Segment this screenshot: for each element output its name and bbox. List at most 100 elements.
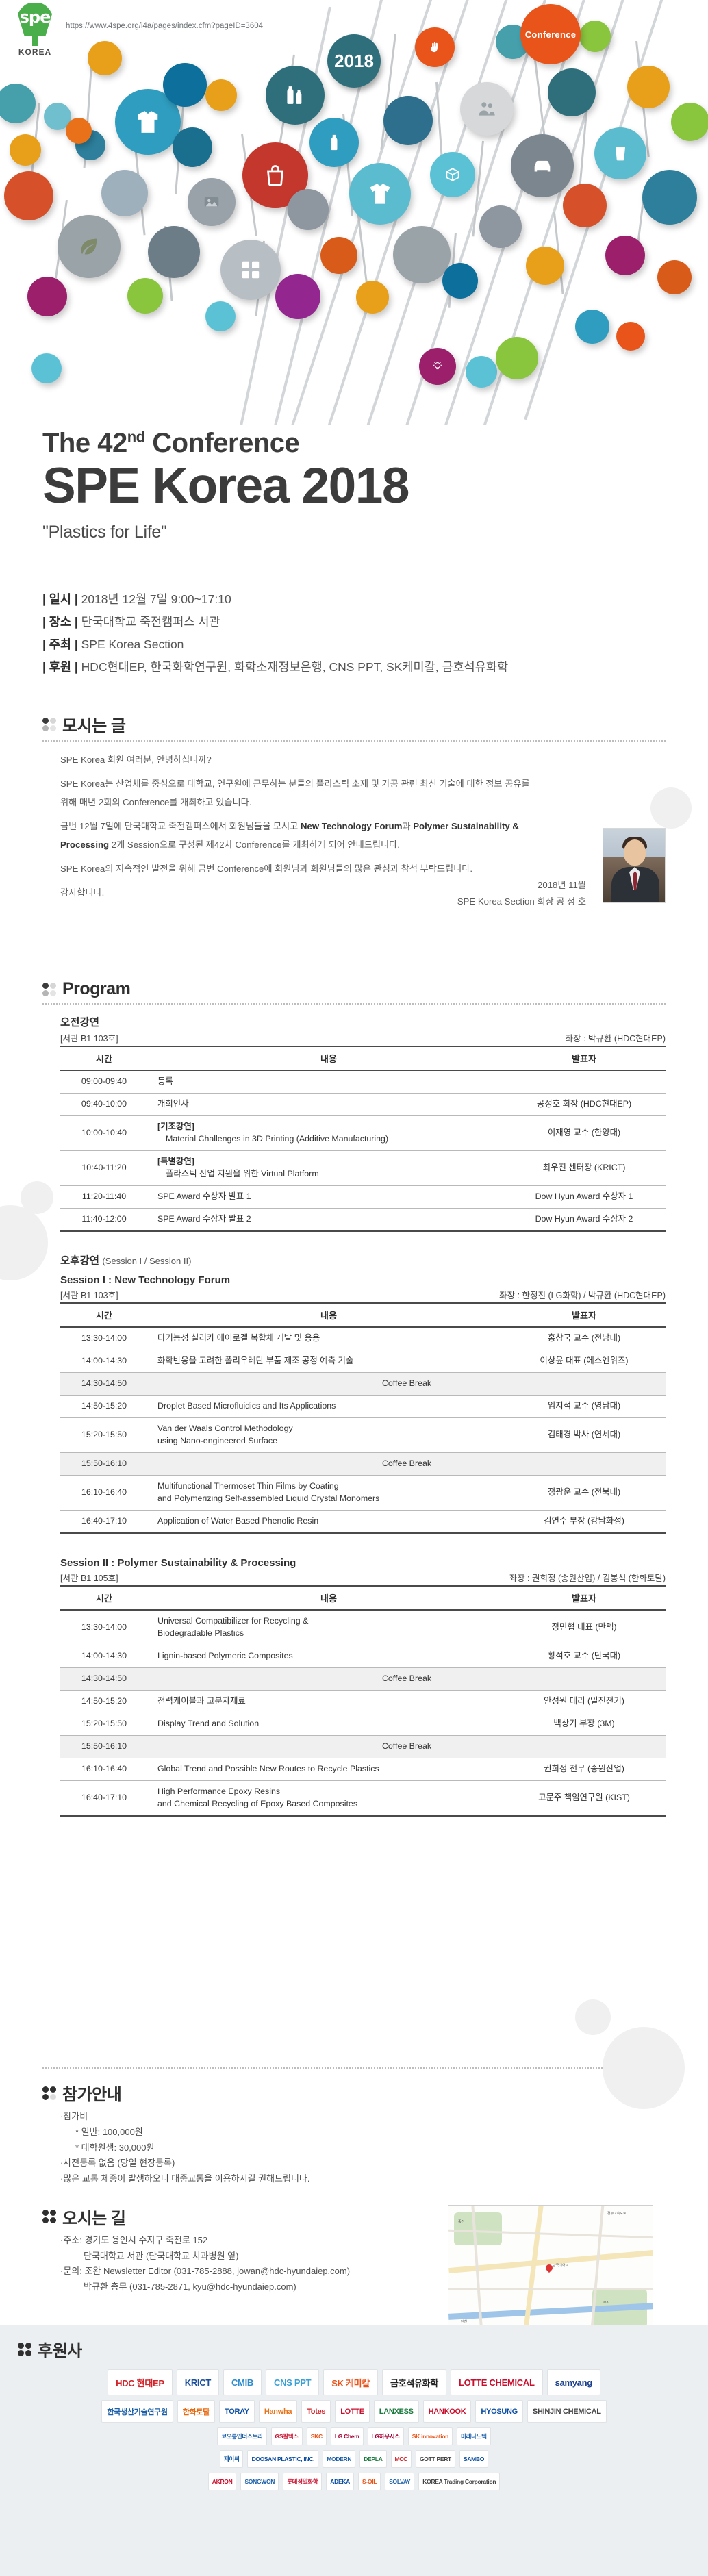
session-time: 16:10-16:40: [60, 1758, 148, 1781]
sponsor-logo[interactable]: Hanwha: [258, 2400, 298, 2423]
sponsor-logo[interactable]: AKRON: [207, 2473, 237, 2490]
sponsor-logo[interactable]: S-OIL: [358, 2473, 381, 2490]
decorative-blob: [575, 1999, 611, 2035]
greeting-p3c: 과: [402, 821, 414, 832]
session-time: 13:30-14:00: [60, 1609, 148, 1645]
session-title-text: Material Challenges in 3D Printing (Addi…: [166, 1133, 389, 1144]
directions-section: 단국대학교 죽전 수지 경부고속도로 탄천 오시는 길 ·주소: 경기도 용인시…: [42, 2204, 666, 2335]
sponsor-logo[interactable]: Totes: [301, 2400, 331, 2423]
sponsor-logo[interactable]: SHINJIN CHEMICAL: [527, 2400, 607, 2423]
sponsor-logo[interactable]: 금호석유화학: [382, 2369, 446, 2395]
sponsor-logo[interactable]: LANXESS: [373, 2400, 419, 2423]
four-dots-icon: [42, 2086, 56, 2100]
sponsor-logo[interactable]: LOTTE: [335, 2400, 370, 2423]
morning-block: 오전강연 [서관 B1 103호] 좌장 : 박규환 (HDC현대EP) 시간 내…: [42, 1014, 666, 1232]
session-title: 개회인사: [148, 1093, 503, 1116]
sponsor-logo[interactable]: 롯데정밀화학: [283, 2473, 323, 2490]
chairman-photo: [603, 828, 666, 903]
decorative-blob: [0, 1205, 48, 1280]
cup-icon: [611, 144, 630, 163]
greeting-p1: SPE Korea 회원 여러분, 안녕하십니까?: [60, 755, 212, 765]
sponsor-logo[interactable]: ADEKA: [326, 2473, 355, 2490]
table-header-cell: 내용: [148, 1046, 503, 1071]
sponsor-logo[interactable]: KOREA Trading Corporation: [418, 2473, 501, 2490]
sponsor-logo[interactable]: TORAY: [219, 2400, 255, 2423]
sponsor-logo[interactable]: samyang: [546, 2369, 600, 2395]
sponsor-logo[interactable]: 코오롱인더스트리: [217, 2427, 267, 2445]
sponsor-logo[interactable]: 한화토탈: [177, 2400, 216, 2423]
bottles-icon: [282, 82, 307, 108]
sponsor-logo[interactable]: SAMBO: [459, 2450, 489, 2468]
bulb-icon: [432, 361, 443, 372]
sponsor-logo[interactable]: HDC 현대EP: [108, 2369, 173, 2395]
sponsor-row: 코오롱인더스트리 GS칼텍스 SKC LG Chem LG하우시스 SK innovati…: [18, 2427, 690, 2445]
hero-bubble-conference: Conference: [520, 4, 581, 64]
session-title: Display Trend and Solution: [148, 1713, 503, 1736]
event-info-key: | 후원 |: [42, 660, 81, 674]
session-title: Multifunctional Thermoset Thin Films by …: [148, 1475, 503, 1511]
hero-bubble: [148, 226, 200, 278]
sponsor-logo[interactable]: 제이씨: [219, 2450, 244, 2468]
sponsor-logo[interactable]: LG하우시스: [367, 2427, 404, 2445]
sponsor-logo[interactable]: SKC: [306, 2427, 327, 2445]
hero-bubble-year: 2018: [327, 34, 381, 88]
attend-traffic-note: ·많은 교통 체증이 발생하오니 대중교통을 이용하시길 권해드립니다.: [60, 2173, 310, 2184]
session-title: Global Trend and Possible New Routes to …: [148, 1758, 503, 1781]
attend-heading-row: 참가안내: [42, 2081, 666, 2105]
sponsor-logo[interactable]: CMIB: [223, 2369, 262, 2395]
table-header-cell: 발표자: [503, 1046, 666, 1071]
sponsor-logo[interactable]: HANKOOK: [422, 2400, 472, 2423]
sponsor-row: HDC 현대EP KRICT CMIB CNS PPT SK 케미칼 금호석유화학 LOTT…: [18, 2369, 690, 2395]
hero-bubble: [460, 82, 514, 136]
sponsors-heading-row: 후원사: [18, 2337, 690, 2361]
spe-korea-logo[interactable]: spe KOREA: [12, 3, 58, 57]
sponsor-logo[interactable]: SK innovation: [407, 2427, 453, 2445]
table-row: 16:40-17:10 Application of Water Based Ph…: [60, 1510, 666, 1534]
sponsor-logo[interactable]: MCC: [390, 2450, 412, 2468]
hero-bubble: [419, 348, 456, 385]
session-title: Lignin-based Polymeric Composites: [148, 1645, 503, 1668]
greeting-heading-row: 모시는 글: [42, 712, 666, 736]
session-tag: [기조강연]: [157, 1121, 194, 1131]
session-speaker: 김연수 부장 (강남화성): [503, 1510, 666, 1534]
session-speaker: [503, 1070, 666, 1094]
sponsor-logo[interactable]: GOTT PERT: [416, 2450, 455, 2468]
greeting-p3a: 금번 12월 7일에 단국대학교 죽전캠퍼스에서 회원님들을 모시고: [60, 821, 301, 832]
sponsor-logo[interactable]: CNS PPT: [266, 2369, 320, 2395]
sponsor-logo[interactable]: LOTTE CHEMICAL: [450, 2369, 543, 2395]
sponsors-heading: 후원사: [38, 2342, 82, 2360]
session-title: [기조강연] Material Challenges in 3D Printing…: [148, 1115, 503, 1151]
hero-bubble: [31, 353, 62, 383]
morning-program-table: 시간 내용 발표자 09:00-09:40 등록 09:40-10:00 개회인사 공정호 회…: [60, 1046, 666, 1232]
session2-chair: 좌장 : 권희정 (송원산업) / 김봉석 (한화토탈): [509, 1573, 666, 1583]
session-time: 14:30-14:50: [60, 1372, 148, 1396]
hero-bubble: [466, 356, 497, 388]
sponsor-logo[interactable]: DOOSAN PLASTIC, INC.: [247, 2450, 319, 2468]
greeting-p3f: 2개 Session으로 구성된 제42차 Conference를 개최하게 되…: [109, 839, 400, 850]
sponsor-logo[interactable]: SK 케미칼: [323, 2369, 379, 2395]
car-icon: [531, 154, 554, 177]
venue-map[interactable]: 단국대학교 죽전 수지 경부고속도로 탄천: [448, 2204, 653, 2335]
sponsor-logo[interactable]: KRICT: [176, 2369, 219, 2395]
sponsor-logo[interactable]: DEPLA: [359, 2450, 387, 2468]
conference-ordinal-post: Conference: [144, 428, 300, 458]
greeting-p3e: Processing: [60, 839, 110, 850]
sponsor-logo[interactable]: SONGWON: [240, 2473, 279, 2490]
sponsor-logo[interactable]: GS칼텍스: [270, 2427, 303, 2445]
hero-bubble: [220, 240, 281, 300]
table-row: 09:00-09:40 등록: [60, 1070, 666, 1094]
session-time: 14:00-14:30: [60, 1350, 148, 1373]
table-row: 14:00-14:30 화학반응을 고려한 폴리우레탄 부품 제조 공정 예측 기…: [60, 1350, 666, 1373]
sponsor-logo[interactable]: 미래나노텍: [457, 2427, 491, 2445]
site-url[interactable]: https://www.4spe.org/i4a/pages/index.cfm…: [66, 22, 263, 30]
sponsor-logo[interactable]: LG Chem: [330, 2427, 364, 2445]
event-info-key: | 주최 |: [42, 637, 81, 651]
session-title: 전력케이블과 고분자재료: [148, 1690, 503, 1713]
table-header-cell: 시간: [60, 1302, 148, 1328]
sponsor-logo[interactable]: HYOSUNG: [475, 2400, 523, 2423]
sponsor-logo[interactable]: 한국생산기술연구원: [101, 2400, 173, 2423]
sponsor-logo[interactable]: SOLVAY: [385, 2473, 415, 2490]
hero-bubble: [127, 278, 163, 314]
sponsor-logo[interactable]: MODERN: [323, 2450, 356, 2468]
title-block: The 42nd Conference SPE Korea 2018 "Plas…: [42, 428, 659, 542]
